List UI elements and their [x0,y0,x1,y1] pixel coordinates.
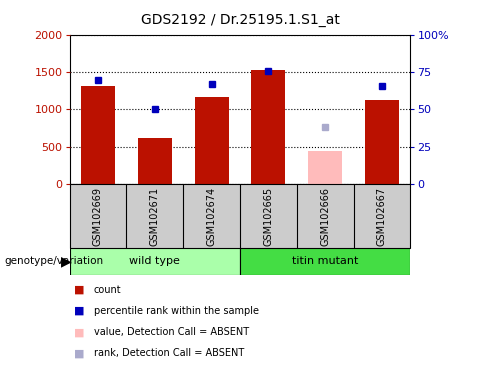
Text: GSM102669: GSM102669 [93,187,103,245]
Bar [252,70,286,184]
Text: wild type: wild type [130,256,180,266]
Text: ■: ■ [74,348,85,358]
Text: titin mutant: titin mutant [292,256,359,266]
Text: value, Detection Call = ABSENT: value, Detection Call = ABSENT [94,327,249,337]
Bar [138,138,172,184]
Bar [194,98,228,184]
Text: ■: ■ [74,327,85,337]
Bar [365,100,399,184]
Text: GSM102665: GSM102665 [264,187,274,245]
Text: GSM102666: GSM102666 [320,187,330,245]
Text: GSM102667: GSM102667 [377,187,387,245]
Bar [81,86,115,184]
Text: ▶: ▶ [61,254,72,268]
Text: count: count [94,285,121,295]
Bar [240,248,410,275]
Text: ■: ■ [74,306,85,316]
Bar [308,151,342,184]
Text: ■: ■ [74,285,85,295]
Text: GSM102674: GSM102674 [206,187,216,245]
Text: genotype/variation: genotype/variation [5,256,104,266]
Text: rank, Detection Call = ABSENT: rank, Detection Call = ABSENT [94,348,244,358]
Text: GSM102671: GSM102671 [150,187,160,245]
Text: percentile rank within the sample: percentile rank within the sample [94,306,259,316]
Bar [70,248,240,275]
Text: GDS2192 / Dr.25195.1.S1_at: GDS2192 / Dr.25195.1.S1_at [141,13,339,27]
